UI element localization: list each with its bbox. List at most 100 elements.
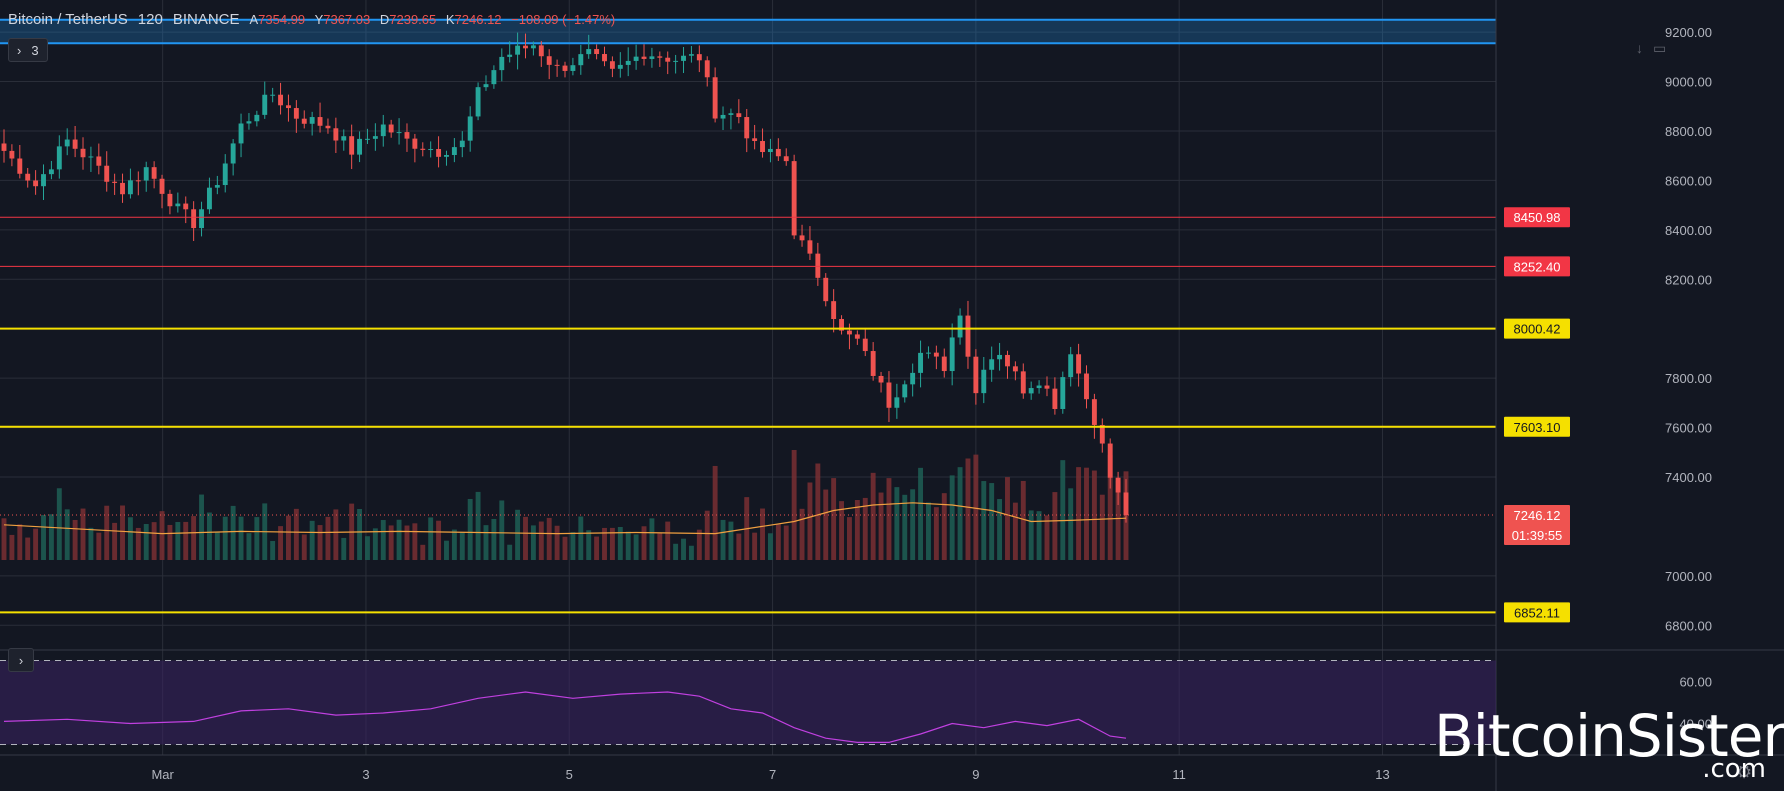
volume-bar [104, 505, 110, 560]
volume-bar [870, 472, 876, 560]
symbol-name[interactable]: Bitcoin / TetherUS [8, 10, 128, 28]
candle-body [127, 180, 133, 195]
volume-bar [451, 529, 457, 560]
volume-bar [396, 519, 402, 560]
candle-body [681, 55, 686, 61]
volume-bar [728, 521, 734, 560]
volume-bar [1091, 470, 1097, 560]
candle-body [380, 124, 386, 137]
level-label: 8450.98 [1514, 210, 1561, 225]
close-value: 7246.12 [454, 11, 502, 27]
candle-body [372, 136, 378, 139]
volume-bar [428, 517, 434, 560]
candle-body [594, 49, 600, 55]
candle-body [349, 136, 355, 155]
open-label: A [249, 11, 259, 27]
candle-body [428, 149, 434, 151]
candle-body [926, 352, 931, 354]
rsi-toggle-button[interactable]: › [8, 648, 34, 672]
y-tick-label: 9000.00 [1665, 75, 1712, 90]
resistance-zone [0, 19, 1496, 44]
volume-bar [222, 516, 228, 560]
volume-bar [56, 488, 62, 560]
volume-bar [736, 533, 742, 560]
candle-body [396, 132, 402, 134]
candle-body [444, 154, 449, 157]
candle-body [9, 150, 15, 159]
volume-bar [515, 509, 521, 560]
volume-bar [127, 517, 133, 560]
interval-label[interactable]: 120 [137, 10, 163, 28]
volume-bar [1028, 510, 1034, 560]
candle-body [902, 384, 908, 398]
chevron-right-icon: › [17, 42, 22, 58]
gear-icon[interactable]: ⚙ [1736, 762, 1753, 782]
arrow-down-icon[interactable]: ↓ [1636, 40, 1643, 56]
candle-body [696, 54, 702, 61]
candle-body [483, 84, 489, 88]
candle-body [831, 301, 837, 320]
candle-body [72, 139, 78, 149]
high-value: 7367.03 [323, 11, 371, 27]
volume-bar [293, 508, 299, 560]
volume-bar [238, 516, 244, 560]
volume-bar [854, 499, 860, 560]
candle-body [1052, 388, 1058, 409]
volume-bar [72, 519, 78, 560]
last-price-label-bg [1504, 505, 1570, 546]
level-label-bg [1504, 207, 1570, 228]
candle-body [783, 156, 789, 162]
candle-body [688, 54, 694, 56]
volume-bar [9, 534, 15, 560]
volume-bar [372, 528, 378, 560]
volume-bar [989, 483, 995, 560]
price-axis-bg [1496, 0, 1784, 755]
volume-bar [933, 507, 939, 560]
volume-bar [530, 525, 536, 560]
volume-bar [48, 514, 54, 560]
candle-body [625, 60, 631, 65]
candle-body [586, 49, 592, 55]
volume-bar [1005, 477, 1010, 560]
candle-body [143, 167, 149, 181]
volume-bar [333, 509, 339, 560]
volume-bar [206, 512, 212, 560]
y-tick-label: 7000.00 [1665, 569, 1712, 584]
candle-body [515, 45, 521, 55]
candle-body [317, 117, 323, 126]
volume-bar [199, 494, 204, 560]
candle-body [523, 45, 528, 49]
candle-body [491, 70, 497, 85]
volume-bar [214, 532, 220, 560]
volume-bar [388, 525, 394, 560]
volume-bar [404, 525, 410, 560]
change-value: −108.09 (−1.47%) [511, 11, 616, 27]
candle-body [807, 240, 813, 254]
candle-body [949, 337, 955, 372]
candle-body [649, 56, 655, 59]
volume-bar [41, 515, 46, 560]
maximize-icon[interactable]: ▭ [1653, 40, 1667, 56]
volume-bar [894, 487, 900, 560]
volume-bar [380, 520, 386, 560]
x-tick-label: 7 [769, 767, 776, 782]
candle-body [554, 64, 560, 66]
x-tick-label: 5 [566, 767, 573, 782]
indicators-toggle-button[interactable]: › 3 [8, 38, 48, 62]
x-tick-label: 3 [362, 767, 369, 782]
candle-body [1012, 366, 1018, 372]
candle-body [1107, 443, 1113, 478]
volume-bar [459, 532, 465, 560]
volume-bar [467, 498, 473, 560]
volume-bar [167, 524, 173, 560]
volume-bar [365, 536, 370, 560]
y-tick-label: 8600.00 [1665, 173, 1712, 188]
volume-ma-line [3, 502, 1127, 535]
x-tick-label: 13 [1375, 767, 1389, 782]
volume-bar [775, 524, 781, 560]
candle-body [270, 94, 276, 96]
candle-body [41, 174, 46, 187]
candle-body [1115, 477, 1121, 493]
